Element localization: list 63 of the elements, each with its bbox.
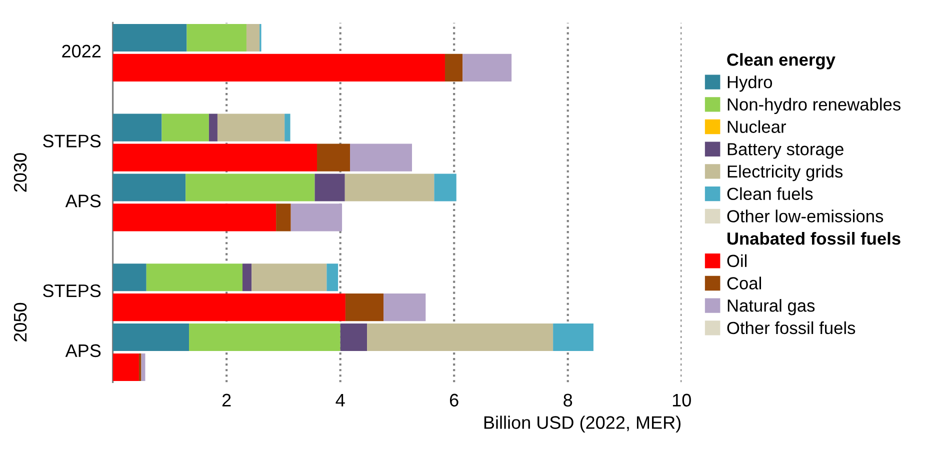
- bar: [367, 323, 554, 352]
- text: Unabated fossil fuels: [727, 232, 900, 245]
- x-tick-label: 4: [336, 394, 345, 406]
- legend-label: Electricity grids: [728, 164, 843, 182]
- bar: [290, 204, 342, 232]
- legend-label: Hydro: [728, 76, 772, 92]
- bar: [112, 24, 187, 52]
- bar: [242, 264, 252, 292]
- text: 2050: [14, 302, 27, 342]
- bar: [434, 174, 456, 202]
- bar: [112, 114, 162, 142]
- bar: [112, 353, 139, 381]
- x-tick-label: 8: [564, 394, 572, 407]
- legend-label: Non-hydro renewables: [728, 98, 900, 114]
- bar: [553, 323, 594, 352]
- legend-label: Other low-emissions: [727, 210, 884, 222]
- bar: [345, 294, 384, 322]
- legend-label: Other fossil fuels: [727, 321, 856, 334]
- bar: [186, 174, 315, 202]
- bar: [217, 114, 285, 142]
- bar: [276, 204, 291, 232]
- bar: [208, 114, 218, 142]
- bar: [462, 54, 512, 82]
- bar: [252, 264, 327, 292]
- bar: [112, 144, 318, 172]
- y-tick-label: APS: [65, 194, 101, 208]
- bar: [350, 144, 412, 172]
- bar: [340, 323, 368, 352]
- bar: [317, 144, 350, 172]
- bar: [284, 114, 290, 142]
- bar: [146, 264, 242, 292]
- x-tick-label: 2: [222, 394, 231, 406]
- bar: [138, 353, 142, 381]
- bar: [186, 24, 246, 52]
- text: Clean energy: [727, 53, 836, 70]
- y-tick-label: STEPS: [43, 134, 101, 148]
- x-axis-title: Billion USD (2022, MER): [484, 416, 680, 433]
- bar: [112, 174, 186, 202]
- bar: [326, 264, 338, 292]
- bar: [189, 323, 340, 352]
- bar: [112, 264, 146, 292]
- text: 2030: [14, 153, 27, 192]
- x-tick-label: 6: [450, 394, 458, 407]
- legend-label: Battery storage: [728, 143, 844, 159]
- legend-label: Clean fuels: [727, 187, 813, 200]
- y-tick-label: 2022: [62, 44, 101, 58]
- legend-label: Natural gas: [728, 299, 815, 316]
- bar: [444, 54, 463, 82]
- x-tick-label: 10: [672, 394, 691, 407]
- bar: [112, 294, 346, 322]
- bar: [162, 114, 209, 142]
- bar: [384, 294, 426, 322]
- bar: [112, 204, 276, 232]
- legend-label: Nuclear: [728, 120, 786, 133]
- y-tick-label: STEPS: [43, 284, 101, 298]
- y-tick-label: APS: [65, 344, 101, 358]
- bar: [314, 174, 345, 202]
- legend-label: Coal: [727, 276, 761, 290]
- bar: [246, 24, 260, 52]
- bar: [344, 174, 434, 202]
- bar: [112, 54, 445, 82]
- legend-label: Oil: [727, 254, 747, 268]
- bar: [112, 323, 190, 352]
